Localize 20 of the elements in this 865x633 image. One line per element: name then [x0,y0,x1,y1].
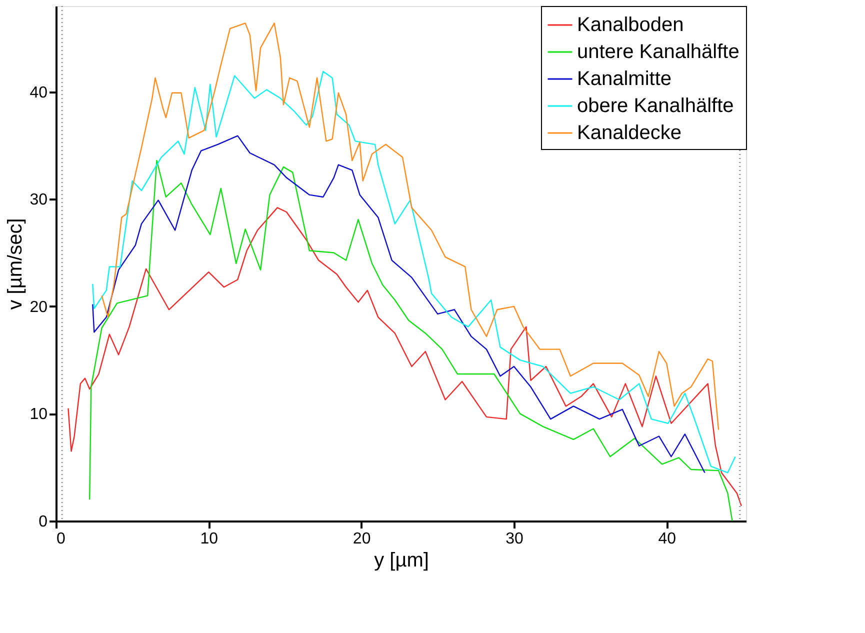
y-tick-label: 0 [38,514,48,530]
x-axis-title: y [µm] [374,550,429,572]
legend-label: Kanalboden [577,14,684,36]
legend-label: untere Kanalhälfte [577,41,740,63]
y-tick-label: 10 [30,406,48,424]
x-tick-label: 40 [658,530,676,548]
legend-label: Kanalmitte [577,68,672,90]
line-series [88,160,733,522]
line-series [68,207,742,507]
y-tick-label: 30 [30,192,48,209]
y-tick-label: 20 [30,298,48,316]
y-axis-title: v [µm/sec] [4,218,27,310]
legend-label: obere Kanalhälfte [577,95,734,117]
line-series [92,70,736,474]
legend-label: Kanaldecke [577,122,682,144]
y-tick-label: 40 [30,84,48,102]
x-tick-label: 10 [200,530,218,548]
x-tick-label: 30 [506,530,524,548]
x-tick-label: 0 [56,530,66,548]
x-tick-label: 20 [352,530,371,548]
